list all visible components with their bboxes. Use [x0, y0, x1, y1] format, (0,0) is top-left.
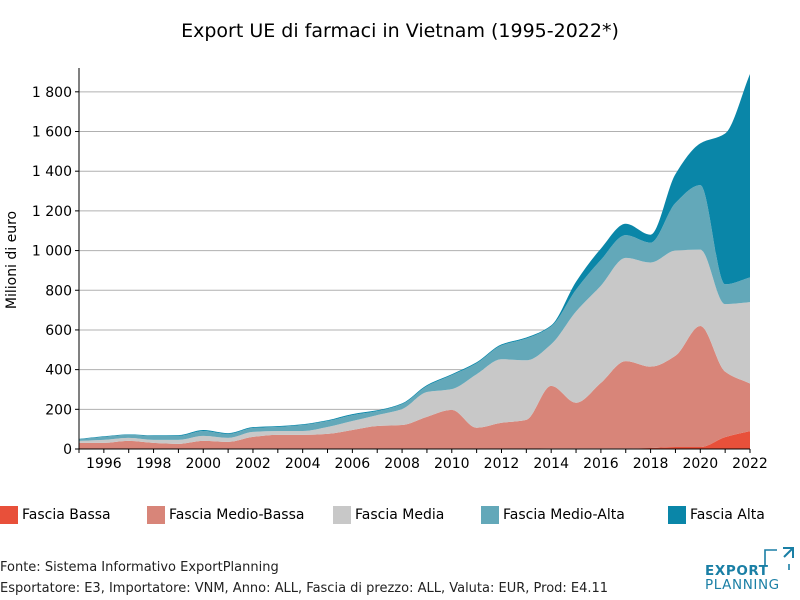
y-tick-label: 400 — [45, 363, 72, 379]
y-tick-label: 1 200 — [32, 204, 72, 220]
x-tick-label: 2012 — [484, 456, 520, 472]
legend-item: Fascia Alta — [668, 505, 765, 525]
export-planning-logo: EXPORT PLANNING — [705, 546, 795, 593]
area-layer — [79, 73, 750, 449]
x-tick-label: 2000 — [185, 456, 221, 472]
area-series-fascia-medio-alta — [79, 185, 750, 441]
legend-label: Fascia Bassa — [22, 507, 111, 523]
legend-item: Fascia Media — [333, 505, 444, 525]
footer-source: Fonte: Sistema Informativo ExportPlannin… — [0, 560, 279, 575]
chart-title: Export UE di farmaci in Vietnam (1995-20… — [181, 20, 619, 42]
legend: Fascia Bassa Fascia Medio-Bassa Fascia Med… — [0, 505, 800, 525]
area-series-fascia-bassa — [79, 431, 750, 449]
y-tick-label: 200 — [45, 402, 72, 418]
legend-swatch — [0, 506, 18, 524]
y-tick-label: 1 800 — [32, 85, 72, 101]
x-tick-label: 1998 — [136, 456, 172, 472]
y-tick-label: 1 000 — [32, 244, 72, 260]
logo-text-export: EXPORT — [705, 563, 769, 579]
axis-layer: 0 200 400 600 800 1 000 1 200 1 400 1 600 1 800 19… — [32, 68, 768, 472]
footer: Fonte: Sistema Informativo ExportPlannin… — [0, 557, 608, 599]
x-tick-label: 2006 — [335, 456, 371, 472]
logo-text-planning: PLANNING — [705, 577, 780, 593]
footer-filters: Esportatore: E3, Importatore: VNM, Anno:… — [0, 581, 609, 596]
legend-label: Fascia Media — [355, 507, 445, 523]
x-tick-label: 2002 — [235, 456, 271, 472]
legend-swatch — [333, 506, 351, 524]
x-tick-label: 2010 — [434, 456, 470, 472]
legend-item: Fascia Medio-Bassa — [147, 505, 304, 525]
legend-item: Fascia Bassa — [0, 505, 111, 525]
y-tick-label: 600 — [45, 323, 72, 339]
y-tick-label: 1 600 — [32, 125, 72, 141]
x-tick-label: 2022 — [732, 456, 768, 472]
legend-label: Fascia Medio-Alta — [503, 507, 625, 523]
x-tick-label: 2004 — [285, 456, 321, 472]
legend-item: Fascia Medio-Alta — [481, 505, 625, 525]
legend-swatch — [668, 506, 686, 524]
x-tick-label: 2008 — [384, 456, 420, 472]
y-tick-label: 1 400 — [32, 164, 72, 180]
x-tick-label: 2020 — [682, 456, 718, 472]
y-tick-label: 800 — [45, 283, 72, 299]
y-axis-title: Milioni di euro — [4, 211, 20, 309]
legend-label: Fascia Medio-Bassa — [169, 507, 305, 523]
legend-swatch — [147, 506, 165, 524]
legend-label: Fascia Alta — [690, 507, 765, 523]
y-tick-label: 0 — [63, 442, 72, 458]
x-tick-label: 2018 — [633, 456, 669, 472]
x-tick-label: 2016 — [583, 456, 619, 472]
x-tick-label: 1996 — [86, 456, 122, 472]
x-tick-label: 2014 — [533, 456, 569, 472]
logo-frame-icon — [764, 547, 794, 570]
area-series-fascia-medio-bassa — [79, 325, 750, 449]
legend-swatch — [481, 506, 499, 524]
area-series-fascia-media — [79, 249, 750, 444]
